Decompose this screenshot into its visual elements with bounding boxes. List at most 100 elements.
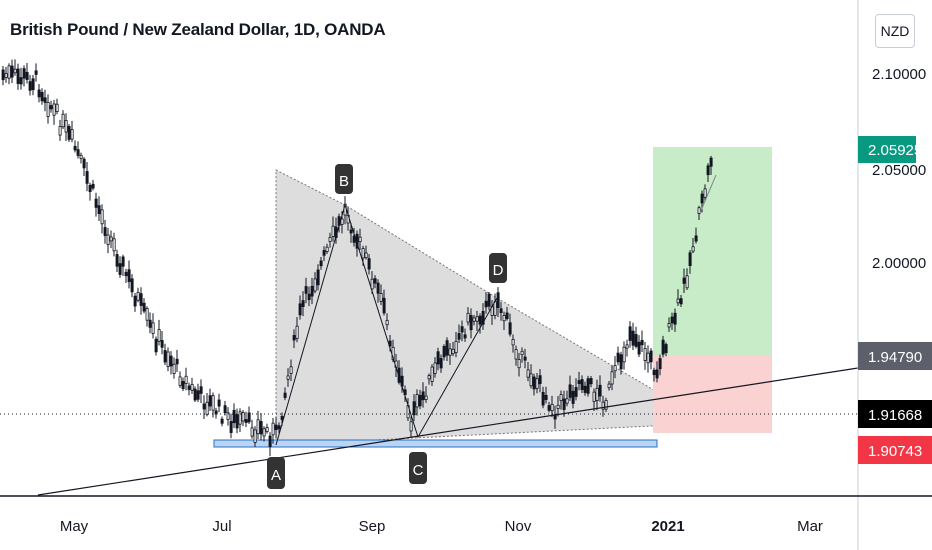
candle-body — [235, 414, 239, 429]
candle-body — [349, 229, 353, 234]
candle-body — [265, 427, 269, 433]
svg-text:2.05925: 2.05925 — [868, 142, 922, 159]
point-label-a: A — [267, 457, 285, 489]
candle-body — [517, 359, 521, 369]
candle-body — [163, 350, 167, 363]
candle-body — [448, 348, 452, 356]
candle-body — [562, 398, 566, 410]
candle-body — [19, 77, 23, 85]
candle-body — [259, 421, 263, 435]
point-label-d: D — [489, 253, 507, 283]
candle-body — [154, 338, 158, 353]
candle-body — [115, 254, 119, 267]
candle-body — [421, 391, 425, 401]
candle-body — [691, 246, 695, 252]
candle-body — [379, 293, 383, 302]
candle-body — [247, 412, 251, 423]
chart-title: British Pound / New Zealand Dollar, 1D, … — [10, 20, 386, 39]
candle-body — [82, 158, 86, 169]
candle-body — [571, 390, 575, 404]
candle-body — [256, 419, 260, 435]
candle-body — [238, 411, 242, 425]
candle-body — [478, 315, 482, 325]
candle-body — [613, 365, 617, 372]
candle-body — [1, 69, 5, 81]
candle-body — [646, 352, 650, 364]
candle-body — [361, 248, 365, 259]
x-tick-label: May — [60, 518, 89, 535]
candle-body — [514, 349, 518, 360]
candle-body — [274, 424, 278, 431]
candle-body — [583, 385, 587, 393]
price-label-last: 1.91668 — [858, 400, 932, 428]
candle-body — [139, 293, 143, 306]
candle-body — [220, 418, 224, 424]
candle-body — [664, 344, 668, 354]
candle-body — [10, 65, 14, 78]
candle-body — [556, 404, 560, 409]
candle-body — [430, 366, 434, 382]
candle-body — [142, 302, 146, 312]
candle-body — [85, 171, 89, 184]
candle-body — [211, 395, 215, 411]
candle-body — [232, 409, 236, 424]
y-tick-label: 2.10000 — [872, 66, 926, 83]
candle-body — [604, 400, 608, 410]
candle-body — [652, 369, 656, 376]
candle-body — [91, 183, 95, 189]
candle-body — [568, 384, 572, 398]
candle-body — [298, 303, 302, 316]
candle-body — [577, 380, 581, 385]
candle-body — [253, 429, 257, 443]
candle-body — [631, 330, 635, 346]
candle-body — [688, 252, 692, 266]
candle-body — [292, 335, 296, 341]
candle-body — [526, 369, 530, 378]
candle-body — [94, 198, 98, 208]
candle-body — [13, 68, 17, 74]
candle-body — [286, 375, 290, 380]
candle-body — [118, 263, 122, 275]
candle-body — [280, 415, 284, 420]
candle-body — [592, 391, 596, 402]
candle-body — [364, 252, 368, 259]
svg-text:C: C — [413, 462, 424, 479]
candle-body — [442, 346, 446, 358]
currency-selector[interactable]: NZD — [875, 14, 915, 48]
candle-body — [73, 145, 77, 151]
candle-body — [325, 246, 329, 252]
candle-body — [166, 351, 170, 367]
projection-line — [699, 174, 717, 214]
candle-body — [667, 323, 671, 328]
candle-body — [595, 387, 599, 401]
candle-body — [616, 352, 620, 363]
candle-body — [169, 355, 173, 367]
candle-body — [322, 250, 326, 256]
candle-body — [460, 326, 464, 333]
candle-body — [76, 149, 80, 156]
candle-body — [628, 326, 632, 341]
candle-body — [709, 157, 713, 167]
candle-body — [178, 376, 182, 386]
candle-body — [49, 105, 53, 110]
candle-body — [52, 103, 56, 116]
svg-text:B: B — [339, 173, 349, 190]
candle-body — [508, 322, 512, 335]
candle-body — [382, 297, 386, 314]
x-tick-label: Nov — [505, 518, 532, 535]
y-tick-label: 2.00000 — [872, 255, 926, 272]
candle-body — [661, 339, 665, 355]
candle-body — [250, 427, 254, 437]
candle-body — [184, 375, 188, 384]
candle-body — [43, 97, 47, 103]
candle-body — [418, 394, 422, 407]
candle-body — [58, 126, 62, 136]
candle-body — [520, 350, 524, 356]
candle-body — [4, 73, 8, 78]
candle-body — [529, 373, 533, 387]
candle-body — [469, 315, 473, 331]
candle-body — [703, 188, 707, 198]
svg-text:A: A — [271, 467, 281, 484]
candle-body — [637, 341, 641, 355]
